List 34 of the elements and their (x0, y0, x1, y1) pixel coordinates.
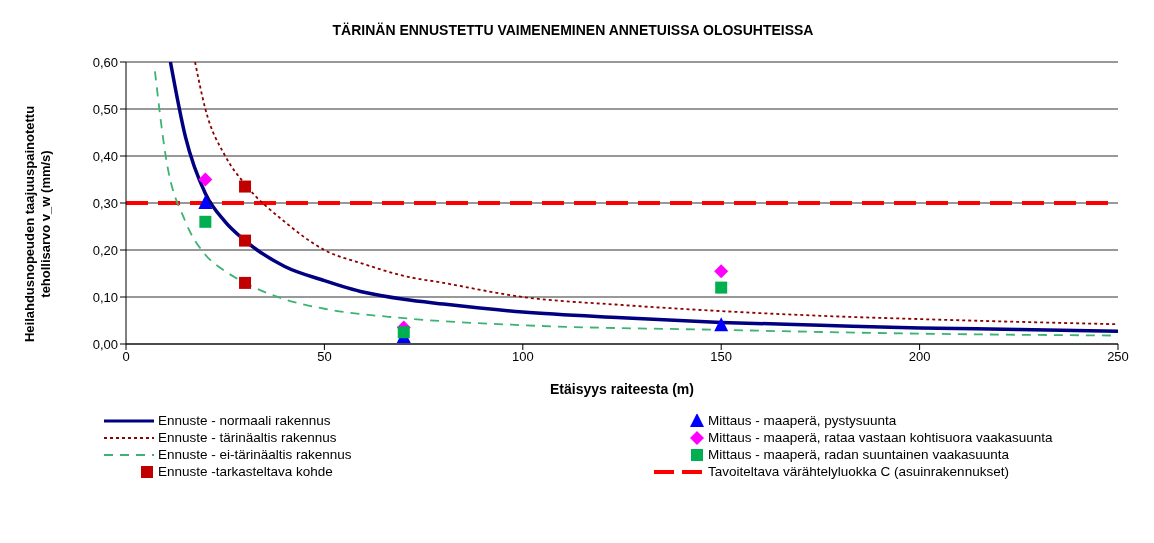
legend-label: Mittaus - maaperä, pystysuunta (708, 413, 897, 428)
legend-label: Mittaus - maaperä, radan suuntainen vaakasuunta (708, 447, 1009, 462)
point (239, 234, 252, 247)
x-tick-label: 150 (710, 349, 733, 365)
y-tick-label: 0,40 (92, 148, 118, 164)
point (397, 326, 410, 339)
x-tick-label: 100 (511, 349, 534, 365)
legend-label: Ennuste - ei-tärinäaltis rakennus (158, 447, 352, 462)
y-tick-label: 0,50 (92, 101, 118, 117)
x-tick-label: 200 (908, 349, 931, 365)
legend-label: Tavoiteltava värähtelyluokka C (asuinrakennukset) (708, 464, 1009, 479)
y-tick-label: 0,00 (92, 336, 118, 352)
x-tick-label: 250 (1107, 349, 1129, 365)
point (714, 264, 729, 279)
point (199, 215, 212, 228)
legend-label: Ennuste - tärinäaltis rakennus (158, 430, 337, 445)
point (239, 180, 252, 193)
y-axis-title: Heilahdusnopeuden taajuuspainotettu tehollisarvo v_w (mm/s) (22, 104, 54, 345)
point (198, 172, 213, 187)
legend-label: Ennuste -tarkasteltava kohde (158, 464, 333, 479)
legend-label: Ennuste - normaali rakennus (158, 413, 331, 428)
y-tick-label: 0,10 (92, 289, 118, 305)
y-tick-label: 0,30 (92, 195, 118, 211)
x-tick-label: 50 (317, 349, 332, 365)
point (239, 276, 252, 289)
y-tick-label: 0,20 (92, 242, 118, 258)
chart-title: TÄRINÄN ENNUSTETTU VAIMENEMINEN ANNETUISSA OLOSUHTEISSA (331, 22, 815, 40)
point (198, 195, 213, 209)
x-tick-label: 0 (122, 349, 130, 365)
point (715, 281, 728, 294)
point (714, 317, 729, 332)
x-axis-title: Etäisyys raiteesta (m) (550, 381, 694, 397)
y-tick-label: 0,60 (92, 54, 118, 70)
legend-label: Mittaus - maaperä, rataa vastaan kohtisuora vaakasuunta (708, 430, 1053, 445)
